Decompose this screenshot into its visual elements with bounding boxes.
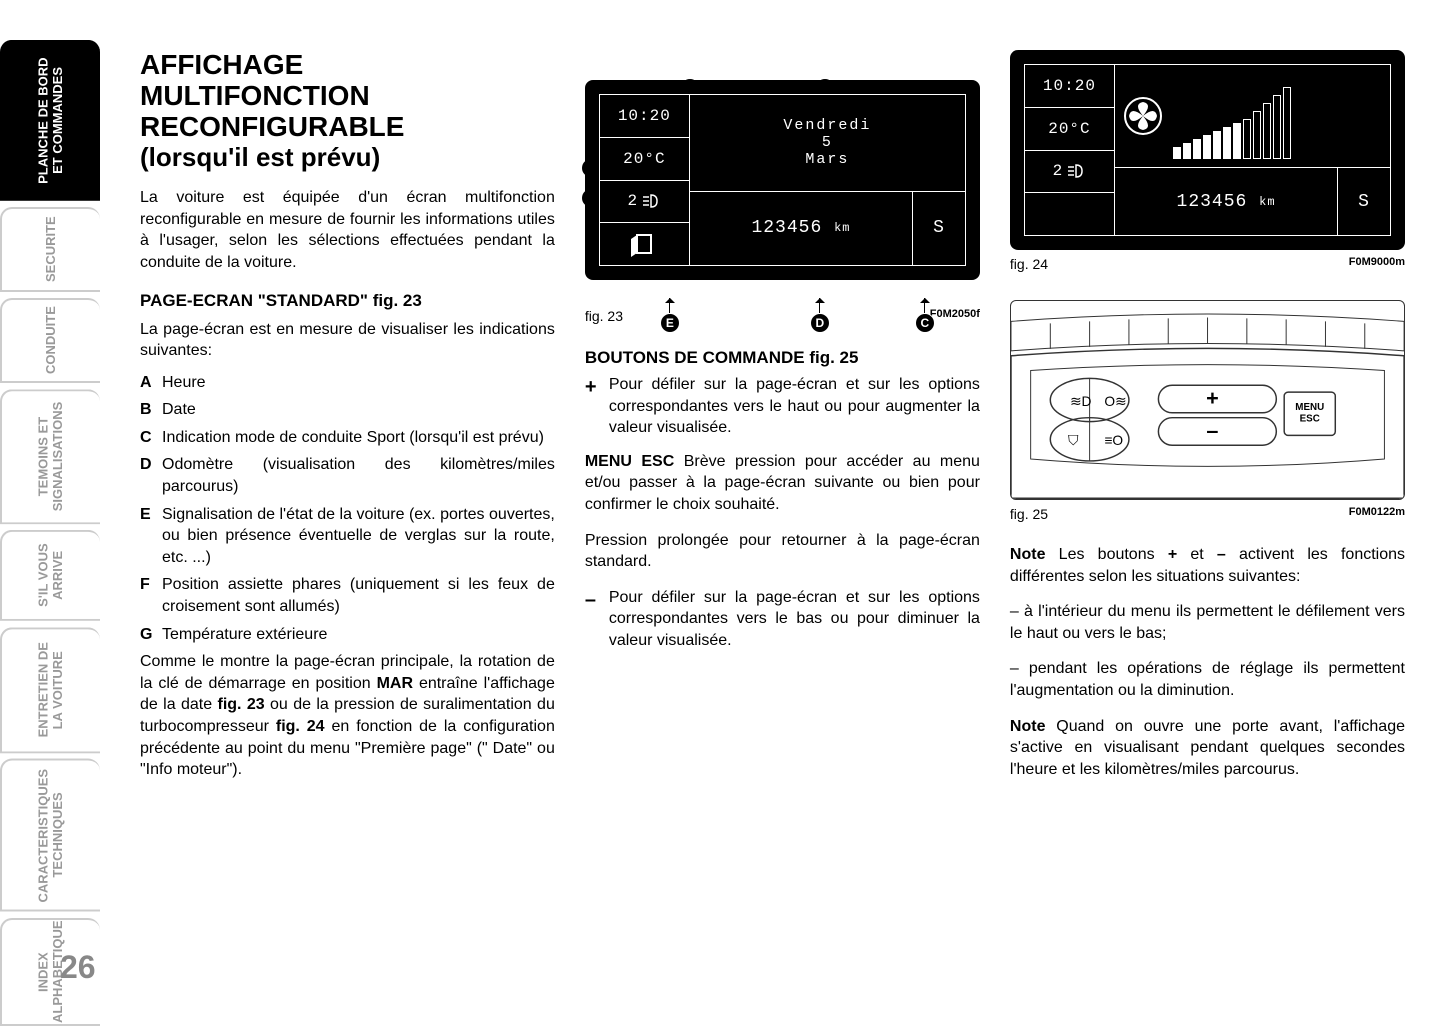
- def-val: Heure: [162, 372, 555, 394]
- display-odometer-24: 123456 km: [1115, 168, 1338, 235]
- headlamp-value: 2: [628, 192, 639, 210]
- display-sport: S: [913, 192, 965, 265]
- display-screen-fig23: 10:20 20°C 2 Vendredi 5: [585, 80, 980, 280]
- title-line3: RECONFIGURABLE: [140, 111, 404, 142]
- tab-dashboard[interactable]: PLANCHE DE BORD ET COMMANDES: [0, 40, 100, 201]
- def-val: Indication mode de conduite Sport (lorsq…: [162, 427, 555, 449]
- def-val: Odomètre (visualisation des kilomètres/m…: [162, 454, 555, 497]
- button-definitions: + Pour défiler sur la page-écran et sur …: [585, 374, 980, 439]
- def-val: Signalisation de l'état de la voiture (e…: [162, 504, 555, 569]
- callout-d: D: [810, 313, 830, 333]
- definition-list: AHeure BDate CIndication mode de conduit…: [140, 372, 555, 646]
- page-content: AFFICHAGE MULTIFONCTION RECONFIGURABLE (…: [100, 0, 1445, 1026]
- menu-esc-long-press: Pression prolongée pour retourner à la p…: [585, 530, 980, 573]
- display-date: Vendredi 5 Mars: [690, 95, 965, 192]
- headlamp-value-24: 2: [1053, 162, 1064, 180]
- plus-description: Pour défiler sur la page-écran et sur le…: [609, 374, 980, 439]
- title-line1: AFFICHAGE: [140, 49, 303, 80]
- column-2: A B G F 10:20 20°C 2: [585, 50, 980, 986]
- callout-e: E: [660, 313, 680, 333]
- column-3: 10:20 20°C 2: [1010, 50, 1405, 986]
- odo-value-24: 123456: [1177, 192, 1248, 212]
- menu-button-line1: MENU: [1295, 402, 1324, 413]
- display-headlamp: 2: [600, 181, 690, 224]
- display-time: 10:20: [600, 95, 690, 138]
- mar-paragraph: Comme le montre la page-écran principale…: [140, 651, 555, 781]
- odo-unit: km: [834, 221, 850, 235]
- plus-symbol: +: [585, 374, 609, 439]
- display-month: Mars: [805, 151, 849, 168]
- menu-esc-label: MENU ESC: [585, 453, 674, 470]
- plus-button: +: [1206, 385, 1219, 410]
- def-key: B: [140, 399, 162, 421]
- fig23-code: F0M2050f: [930, 308, 980, 324]
- fig23-label: fig. 23: [585, 308, 623, 324]
- menu-esc-description: MENU ESC Brève pression pour accéder au …: [585, 451, 980, 516]
- tab-security[interactable]: SECURITE: [0, 207, 100, 292]
- figure-23-wrapper: A B G F 10:20 20°C 2: [585, 80, 980, 280]
- fig25-label: fig. 25: [1010, 506, 1048, 522]
- note-1b: – pendant les opérations de réglage ils …: [1010, 658, 1405, 701]
- display-screen-fig24: 10:20 20°C 2: [1010, 50, 1405, 250]
- fog-front-icon: ≋D: [1070, 394, 1092, 409]
- note-1a: – à l'intérieur du menu ils permettent l…: [1010, 601, 1405, 644]
- display-headlamp-24: 2: [1025, 151, 1115, 194]
- display-time-24: 10:20: [1025, 65, 1115, 108]
- tab-emergency[interactable]: S'IL VOUS ARRIVE: [0, 530, 100, 621]
- display-temp-24: 20°C: [1025, 108, 1115, 151]
- minus-button: –: [1206, 417, 1218, 442]
- fog-rear-icon: O≋: [1104, 394, 1126, 409]
- headlamp-icon: [641, 193, 661, 209]
- def-key: A: [140, 372, 162, 394]
- def-key: C: [140, 427, 162, 449]
- intro-text: La voiture est équipée d'un écran multif…: [140, 187, 555, 273]
- def-key: E: [140, 504, 162, 569]
- tab-specs[interactable]: CARACTERISTIQUES TECHNIQUES: [0, 759, 100, 912]
- def-val: Position assiette phares (uniquement si …: [162, 574, 555, 617]
- light-icon: ≡O: [1104, 433, 1123, 448]
- page-number: 26: [60, 949, 96, 986]
- door-open-icon: [629, 229, 659, 259]
- menu-button-line2: ESC: [1300, 414, 1320, 425]
- display-sport-24: S: [1338, 168, 1390, 235]
- figure-25-dashboard: ≋D O≋ ⛉ ≡O + – MENU ESC: [1010, 300, 1405, 500]
- fig24-code: F0M9000m: [1349, 256, 1405, 272]
- note-2: Note Quand on ouvre une porte avant, l'a…: [1010, 716, 1405, 781]
- fig24-label: fig. 24: [1010, 256, 1048, 272]
- minus-description: Pour défiler sur la page-écran et sur le…: [609, 587, 980, 652]
- display-door-icon: [600, 223, 690, 265]
- fig25-code: F0M0122m: [1349, 506, 1405, 522]
- display-temp: 20°C: [600, 138, 690, 181]
- minus-symbol: –: [585, 587, 609, 652]
- standard-intro: La page-écran est en mesure de visualise…: [140, 319, 555, 362]
- def-key: D: [140, 454, 162, 497]
- fan-icon: [1123, 96, 1163, 136]
- display-day: Vendredi: [783, 117, 871, 134]
- tab-maintenance[interactable]: ENTRETIEN DE LA VOITURE: [0, 627, 100, 753]
- main-title: AFFICHAGE MULTIFONCTION RECONFIGURABLE (…: [140, 50, 555, 173]
- def-val: Date: [162, 399, 555, 421]
- display-odometer: 123456 km: [690, 192, 913, 265]
- title-sub: (lorsqu'il est prévu): [140, 142, 380, 172]
- column-1: AFFICHAGE MULTIFONCTION RECONFIGURABLE (…: [140, 50, 555, 986]
- heading-standard: PAGE-ECRAN "STANDARD" fig. 23: [140, 290, 555, 313]
- side-navigation: PLANCHE DE BORD ET COMMANDES SECURITE CO…: [0, 0, 100, 1026]
- tab-driving[interactable]: CONDUITE: [0, 298, 100, 383]
- title-line2: MULTIFONCTION: [140, 80, 370, 111]
- def-val: Température extérieure: [162, 624, 555, 646]
- tab-warnings[interactable]: TEMOINS ET SIGNALISATIONS: [0, 389, 100, 524]
- heading-buttons: BOUTONS DE COMMANDE fig. 25: [585, 348, 980, 368]
- def-key: G: [140, 624, 162, 646]
- note-1: Note Les boutons + et – activent les fon…: [1010, 544, 1405, 587]
- turbo-gauge: [1115, 65, 1390, 168]
- headlamp-icon: [1066, 163, 1086, 179]
- callout-c: C: [915, 313, 935, 333]
- odo-unit-24: km: [1259, 195, 1275, 209]
- dashboard-drawing: ≋D O≋ ⛉ ≡O + – MENU ESC: [1011, 301, 1404, 499]
- defrost-icon: ⛉: [1068, 433, 1079, 448]
- odo-value: 123456: [751, 218, 822, 238]
- def-key: F: [140, 574, 162, 617]
- display-daynum: 5: [822, 134, 833, 151]
- display-empty: [1025, 193, 1115, 235]
